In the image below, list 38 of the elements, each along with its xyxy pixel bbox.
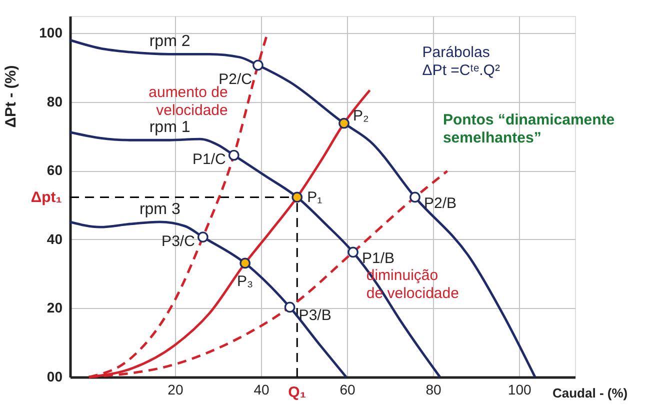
y-tick-label: 60 [46,162,63,178]
x-tick-label: 40 [254,382,270,398]
x-tick-label: 80 [426,382,442,398]
annotation: P₃ [237,273,254,290]
series-label: rpm 1 [149,119,190,136]
point [284,302,296,313]
point [198,232,208,242]
annotation: P1/C [192,151,226,168]
annotation: P₁ [307,189,322,206]
x-axis-title: Caudal - (%) [552,386,628,400]
ref-line-label: Q₁ [288,384,306,401]
x-tick-label: 60 [340,382,356,398]
y-tick-label: 00 [46,368,63,384]
series-label: rpm 3 [139,200,180,218]
y-tick-label: 80 [46,93,63,110]
point [228,150,240,161]
point [410,192,420,203]
y-tick-label: 100 [39,24,63,41]
x-tick-label: 20 [168,382,184,398]
y-axis-title: ΔPt - (%) [2,65,20,128]
y-tick-label: 40 [46,230,63,247]
point [252,60,264,71]
annotation: P2/B [424,195,457,212]
annotation: Parábolas ΔPt =Cᵗᵉ.Q² [422,44,500,80]
x-tick-label: 100 [508,382,532,398]
y-tick-label: 20 [46,300,63,316]
point [338,118,350,129]
ref-line-label: Δpt₁ [30,189,62,206]
annotation: Pontos “dinamicamente semelhantes” [442,111,615,146]
annotation: P3/C [162,233,196,250]
point [348,246,358,258]
annotation: P3/B [298,307,332,324]
annotation: P1/B [362,250,395,268]
line-series [68,220,348,378]
point [240,258,250,269]
annotation: P₂ [353,107,370,124]
series-label: rpm 2 [149,33,190,50]
point [292,192,303,203]
